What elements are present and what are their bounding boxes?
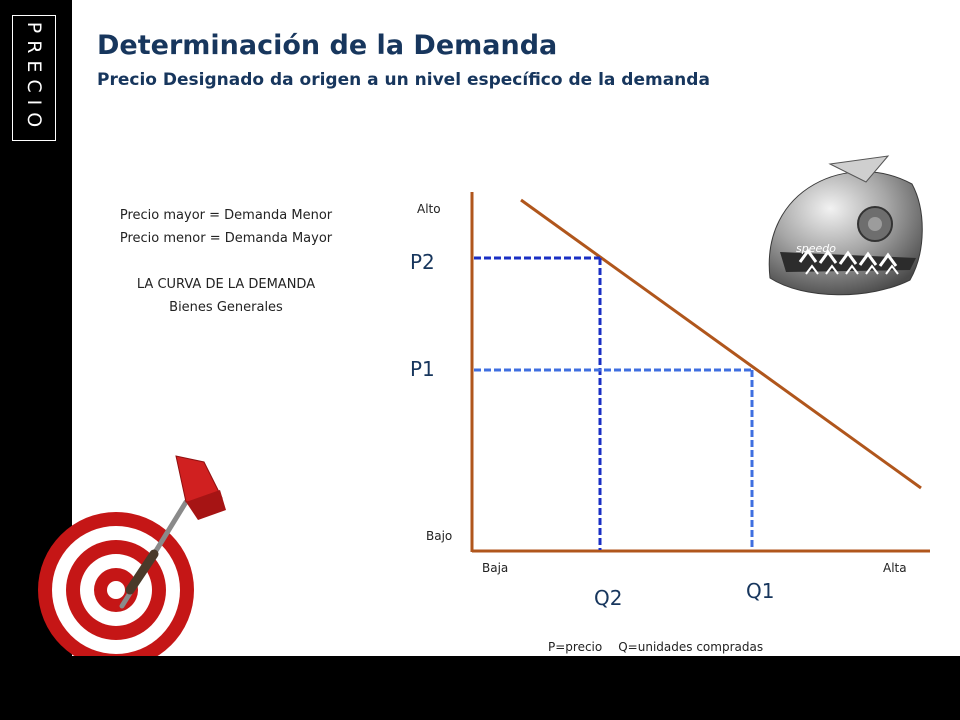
note-line-3: LA CURVA DE LA DEMANDA — [136, 277, 316, 292]
page-title: Determinación de la Demanda — [97, 30, 558, 61]
p1-label: P1 — [410, 357, 435, 381]
note-line-1: Precio mayor = Demanda Menor — [119, 208, 333, 223]
legend-price: P=precio — [548, 640, 603, 654]
x-axis-left-label: Baja — [482, 561, 509, 575]
y-axis-bottom-label: Bajo — [426, 529, 453, 543]
diagram-legend: P=precio Q=unidades compradas — [548, 640, 763, 654]
x-axis-right-label: Alta — [883, 561, 907, 575]
legend-quantity: Q=unidades compradas — [618, 640, 764, 654]
demand-curve — [520, 198, 922, 490]
section-tag: PRECIO — [12, 15, 56, 141]
q2-label: Q2 — [594, 586, 623, 610]
y-axis-top-label: Alto — [417, 202, 441, 216]
cap-brand-text: speedo — [796, 242, 836, 255]
note-line-4: Bienes Generales — [169, 300, 283, 315]
p2-label: P2 — [410, 250, 435, 274]
shark-swim-cap-icon: speedo — [768, 155, 923, 296]
note-line-2: Precio menor = Demanda Mayor — [119, 231, 333, 246]
dart-target-icon — [38, 455, 226, 660]
q1-label: Q1 — [746, 579, 775, 603]
page-subtitle: Precio Designado da origen a un nivel es… — [97, 70, 710, 90]
footer-band — [0, 656, 960, 720]
